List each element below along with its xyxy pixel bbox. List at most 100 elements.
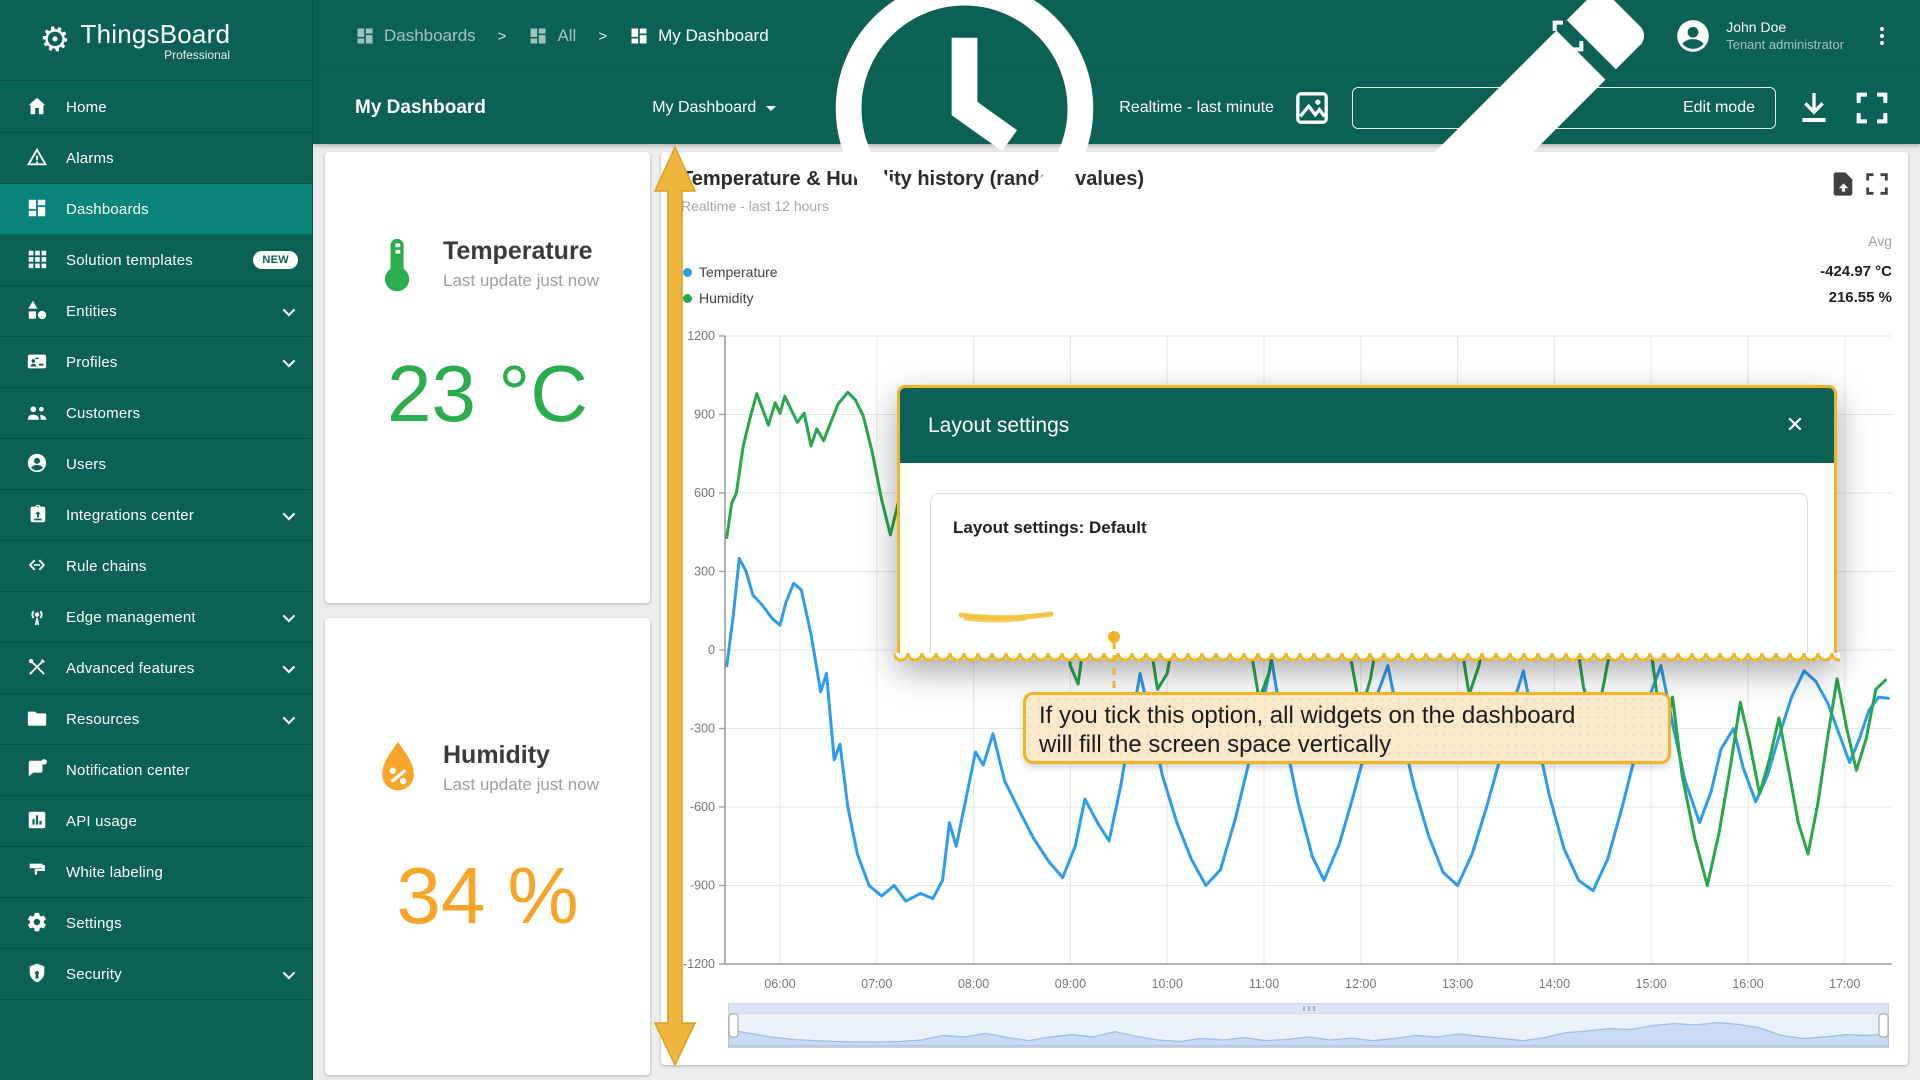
temperature-avg-value: -424.97 °C [1820, 263, 1892, 280]
integrations-icon [26, 503, 50, 527]
chevron-down-icon [283, 711, 296, 724]
svg-text:06:00: 06:00 [764, 977, 795, 991]
humidity-widget[interactable]: Humidity Last update just now 34 % [325, 618, 650, 1075]
sidebar: ⚙ ThingsBoard Professional HomeAlarmsDas… [0, 0, 313, 1080]
chevron-down-icon [283, 507, 296, 520]
chevron-down-icon [283, 354, 296, 367]
temperature-value: 23 °C [325, 348, 650, 440]
sidebar-item-dashboards[interactable]: Dashboards [0, 184, 312, 235]
brand-logo[interactable]: ⚙ ThingsBoard Professional [0, 0, 312, 81]
sidebar-item-solution-templates[interactable]: Solution templatesNEW [0, 235, 312, 286]
download-button[interactable] [1794, 88, 1834, 128]
widget-subtitle: Last update just now [443, 271, 599, 291]
sidebar-item-notification-center[interactable]: Notification center [0, 745, 312, 796]
torn-edge-decoration [894, 649, 1840, 665]
annotation-tooltip: If you tick this option, all widgets on … [1023, 692, 1671, 764]
chevron-down-icon [283, 303, 296, 316]
sidebar-item-customers[interactable]: Customers [0, 388, 312, 439]
brand-edition: Professional [164, 48, 230, 62]
thingsboard-gear-icon: ⚙ [37, 20, 74, 60]
svg-text:10:00: 10:00 [1152, 977, 1183, 991]
navigator-left-handle [729, 1014, 738, 1037]
solution-templates-icon [26, 248, 50, 272]
svg-text:15:00: 15:00 [1636, 977, 1667, 991]
chevron-down-icon [283, 609, 296, 622]
close-icon[interactable]: ✕ [1780, 410, 1810, 440]
new-badge: NEW [253, 251, 298, 269]
layout-settings-panel: Layout settings: Default Auto fill layou… [930, 493, 1808, 659]
sidebar-item-security[interactable]: Security [0, 949, 312, 1000]
api-usage-icon [26, 809, 50, 833]
chart-navigator[interactable] [728, 1003, 1889, 1048]
dashboards-icon [629, 26, 649, 46]
profiles-icon [26, 350, 50, 374]
svg-text:09:00: 09:00 [1055, 977, 1086, 991]
sidebar-item-alarms[interactable]: Alarms [0, 133, 312, 184]
dashboards-icon [528, 26, 548, 46]
humidity-avg-value: 216.55 % [1829, 289, 1892, 306]
sidebar-item-resources[interactable]: Resources [0, 694, 312, 745]
notifications-icon [26, 758, 50, 782]
pencil-icon [1373, 0, 1683, 263]
sidebar-item-settings[interactable]: Settings [0, 898, 312, 949]
home-icon [26, 95, 50, 119]
toolbar-fullscreen-button[interactable] [1852, 88, 1892, 128]
alarms-icon [26, 146, 50, 170]
widget-subtitle: Last update just now [443, 775, 599, 795]
breadcrumb-separator: > [498, 28, 507, 45]
tooltip-line-1: If you tick this option, all widgets on … [1039, 701, 1655, 730]
edge-icon [26, 605, 50, 629]
breadcrumb-separator: > [598, 28, 607, 45]
edit-mode-button[interactable]: Edit mode [1352, 87, 1776, 129]
sidebar-item-integrations-center[interactable]: Integrations center [0, 490, 312, 541]
thermometer-icon [375, 236, 421, 292]
dashboard-select[interactable]: My Dashboard [652, 99, 776, 117]
users-icon [26, 452, 50, 476]
clock-icon [810, 0, 1119, 263]
dashboards-icon [355, 26, 375, 46]
sidebar-item-users[interactable]: Users [0, 439, 312, 490]
hand-drawn-underline [955, 605, 1065, 627]
sidebar-item-advanced-features[interactable]: Advanced features [0, 643, 312, 694]
widget-title: Humidity [443, 741, 599, 770]
svg-text:13:00: 13:00 [1442, 977, 1473, 991]
svg-text:07:00: 07:00 [861, 977, 892, 991]
svg-text:16:00: 16:00 [1732, 977, 1763, 991]
sidebar-item-white-labeling[interactable]: White labeling [0, 847, 312, 898]
settings-icon [26, 911, 50, 935]
breadcrumb-all[interactable]: All [528, 26, 576, 46]
white-labeling-icon [26, 860, 50, 884]
svg-text:17:00: 17:00 [1829, 977, 1860, 991]
page-title: My Dashboard [355, 97, 486, 119]
legend-temperature[interactable]: Temperature [683, 264, 778, 280]
sidebar-item-rule-chains[interactable]: Rule chains [0, 541, 312, 592]
svg-text:0: 0 [708, 643, 715, 657]
sidebar-item-profiles[interactable]: Profiles [0, 337, 312, 388]
security-icon [26, 962, 50, 986]
svg-text:300: 300 [694, 565, 715, 579]
svg-text:600: 600 [694, 486, 715, 500]
brand-name: ThingsBoard [80, 19, 230, 50]
temperature-widget[interactable]: Temperature Last update just now 23 °C [325, 152, 650, 603]
navigator-right-handle [1879, 1014, 1888, 1037]
customers-icon [26, 401, 50, 425]
dialog-title: Layout settings [928, 414, 1069, 438]
entities-icon [26, 299, 50, 323]
breadcrumb-dashboards[interactable]: Dashboards [355, 26, 476, 46]
svg-text:11:00: 11:00 [1249, 977, 1279, 991]
panel-title: Layout settings: Default [953, 518, 1147, 538]
sidebar-item-entities[interactable]: Entities [0, 286, 312, 337]
svg-text:12:00: 12:00 [1345, 977, 1376, 991]
svg-text:14:00: 14:00 [1539, 977, 1570, 991]
chevron-down-icon [766, 106, 776, 111]
sidebar-item-api-usage[interactable]: API usage [0, 796, 312, 847]
sidebar-item-home[interactable]: Home [0, 82, 312, 133]
timewindow-button[interactable]: Realtime - last minute [810, 0, 1274, 263]
humidity-drop-icon [375, 740, 421, 796]
vertical-fill-arrow-annotation [653, 145, 697, 1067]
image-gallery-button[interactable] [1292, 88, 1332, 128]
widget-title: Temperature [443, 237, 599, 266]
chevron-down-icon [283, 966, 296, 979]
sidebar-item-edge-management[interactable]: Edge management [0, 592, 312, 643]
advanced-icon [26, 656, 50, 680]
